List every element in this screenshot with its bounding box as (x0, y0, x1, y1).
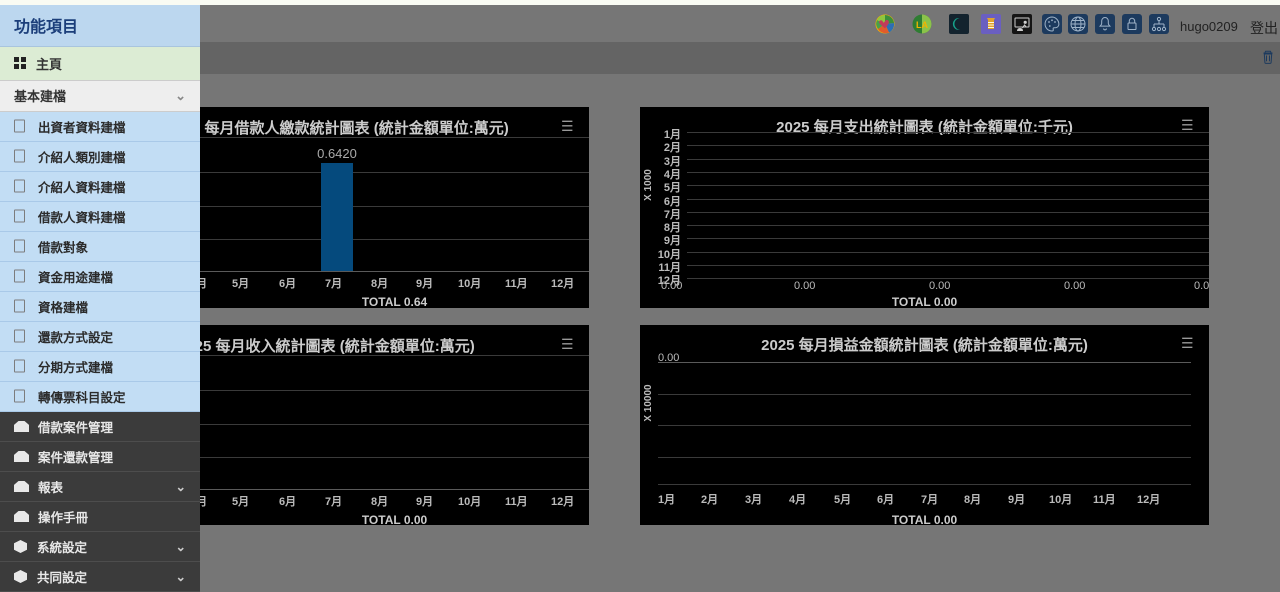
svg-text:LA: LA (916, 20, 928, 30)
